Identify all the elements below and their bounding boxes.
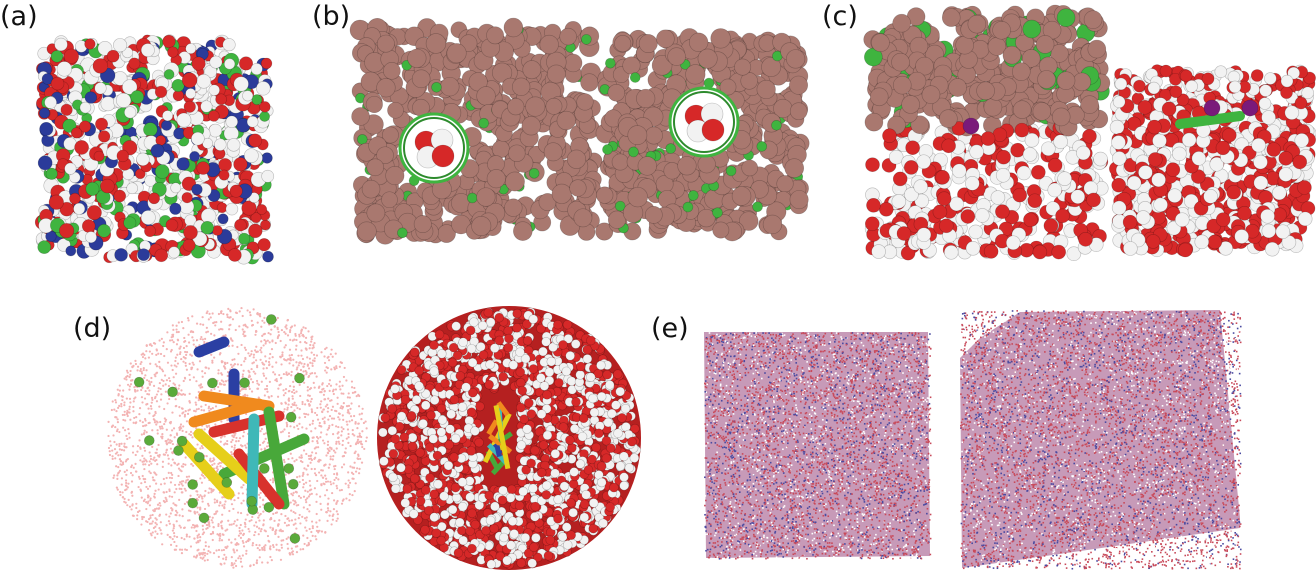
panel-label-e: (e) — [651, 313, 689, 344]
panel-label-b: (b) — [312, 1, 351, 32]
panel-d-protein-droplet-image — [107, 306, 368, 569]
panel-a-liquid-box-image — [34, 34, 275, 265]
panel-c-interface-right-image — [1109, 64, 1316, 258]
panel-label-d: (d) — [73, 313, 112, 344]
panel-label-a: (a) — [0, 1, 38, 32]
panel-c-interface-left-image — [863, 4, 1111, 262]
panel-label-c: (c) — [822, 1, 858, 32]
panel-e-box-left-image — [704, 332, 932, 560]
panel-d-solvated-sphere-image — [377, 306, 641, 570]
panel-b-clathrate-left-image — [349, 17, 603, 245]
panel-e-box-right-image — [960, 310, 1242, 570]
panel-b-clathrate-right-image — [595, 28, 810, 242]
